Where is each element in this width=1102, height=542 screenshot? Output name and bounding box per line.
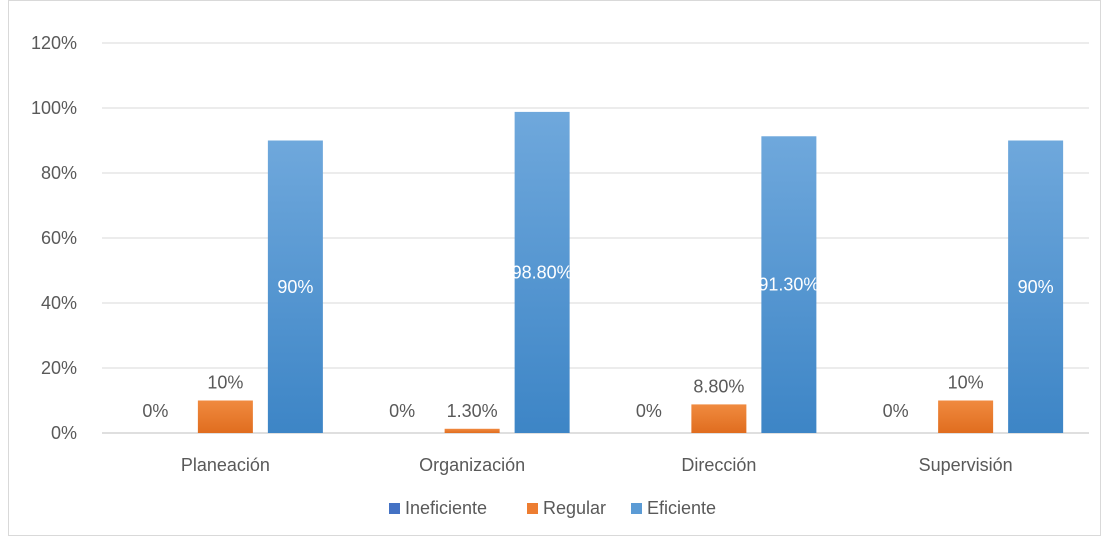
x-tick-label: Dirección <box>681 455 756 475</box>
y-tick-label: 0% <box>51 423 77 443</box>
legend-item-ineficiente: Ineficiente <box>389 498 487 518</box>
y-tick-label: 60% <box>41 228 77 248</box>
legend-item-regular: Regular <box>527 498 606 518</box>
legend-swatch <box>527 503 538 514</box>
data-label: 90% <box>277 277 313 297</box>
bar-regular <box>691 404 747 433</box>
legend-item-eficiente: Eficiente <box>631 498 716 518</box>
bar-regular <box>938 400 994 433</box>
x-tick-label: Organización <box>419 455 525 475</box>
y-tick-label: 20% <box>41 358 77 378</box>
data-label: 91.30% <box>758 275 819 295</box>
data-label: 98.80% <box>512 262 573 282</box>
x-tick-label: Supervisión <box>919 455 1013 475</box>
bar-eficiente <box>761 136 817 433</box>
legend-swatch <box>389 503 400 514</box>
legend: Ineficiente Regular Eficiente <box>389 498 716 518</box>
bar-eficiente <box>514 111 570 434</box>
data-label: 10% <box>948 373 984 393</box>
data-label: 1.30% <box>447 401 498 421</box>
data-label: 0% <box>389 401 415 421</box>
y-tick-label: 120% <box>31 33 77 53</box>
y-axis: 0% 20% 40% 60% 80% 100% 120% <box>31 33 77 443</box>
chart-frame: 0% 20% 40% 60% 80% 100% 120% 0% 10% 90% 0% 1.30% 98… <box>8 0 1101 536</box>
bar-eficiente <box>267 140 323 433</box>
bar-chart: 0% 20% 40% 60% 80% 100% 120% 0% 10% 90% 0% 1.30% 98… <box>31 33 1089 518</box>
y-tick-label: 40% <box>41 293 77 313</box>
data-label: 0% <box>883 401 909 421</box>
data-label: 90% <box>1018 277 1054 297</box>
x-tick-label: Planeación <box>181 455 270 475</box>
data-label: 0% <box>142 401 168 421</box>
gridlines <box>102 42 1089 434</box>
legend-label: Eficiente <box>647 498 716 518</box>
data-label: 8.80% <box>693 376 744 396</box>
data-label: 0% <box>636 401 662 421</box>
legend-label: Regular <box>543 498 606 518</box>
bar-regular <box>444 428 500 433</box>
legend-label: Ineficiente <box>405 498 487 518</box>
x-axis: Planeación Organización Dirección Supervisi… <box>181 455 1013 475</box>
data-label: 10% <box>207 373 243 393</box>
y-tick-label: 80% <box>41 163 77 183</box>
bar-regular <box>197 400 253 433</box>
legend-swatch <box>631 503 642 514</box>
y-tick-label: 100% <box>31 98 77 118</box>
bar-eficiente <box>1008 140 1064 433</box>
bars <box>197 111 1064 434</box>
data-labels: 0% 10% 90% 0% 1.30% 98.80% 0% 8.80% 91.30% 0% 10% 9… <box>142 262 1053 421</box>
